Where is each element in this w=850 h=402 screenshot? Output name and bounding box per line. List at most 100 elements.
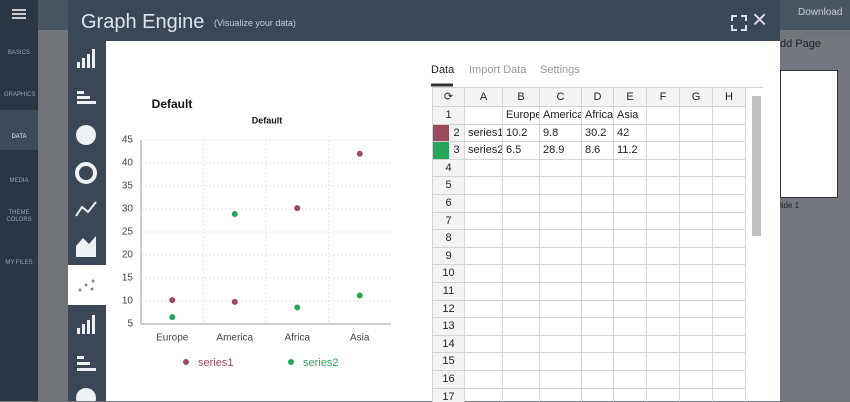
cell[interactable]	[540, 159, 582, 178]
cell[interactable]	[465, 388, 503, 402]
cell[interactable]	[713, 142, 746, 160]
cell[interactable]	[503, 247, 540, 266]
cell[interactable]	[647, 159, 680, 178]
cell[interactable]	[680, 283, 713, 301]
cell[interactable]	[582, 177, 614, 195]
cell[interactable]	[582, 335, 614, 354]
cell[interactable]	[680, 318, 713, 336]
cell[interactable]	[614, 318, 647, 336]
cell[interactable]	[647, 388, 680, 402]
cell[interactable]	[614, 265, 647, 283]
cell[interactable]	[503, 335, 540, 354]
cell[interactable]	[680, 300, 713, 319]
cell[interactable]	[540, 247, 582, 266]
cell[interactable]	[503, 177, 540, 195]
cell[interactable]	[540, 371, 582, 389]
cell[interactable]	[465, 247, 503, 266]
cell[interactable]	[680, 195, 713, 213]
cell[interactable]	[713, 195, 746, 213]
cell[interactable]	[465, 353, 503, 371]
cell[interactable]	[614, 388, 647, 402]
cell[interactable]	[582, 353, 614, 371]
sidebar-item[interactable]: GRAPHICS	[4, 92, 36, 98]
cell[interactable]	[614, 247, 647, 266]
cell[interactable]	[647, 247, 680, 266]
cell[interactable]	[713, 300, 746, 319]
cell[interactable]	[582, 265, 614, 283]
cell[interactable]	[647, 300, 680, 319]
cell[interactable]	[503, 212, 540, 231]
cell[interactable]	[647, 371, 680, 389]
cell[interactable]	[582, 212, 614, 231]
cell[interactable]	[540, 212, 582, 231]
cell[interactable]	[647, 142, 680, 160]
cell[interactable]	[465, 159, 503, 178]
tab[interactable]: Settings	[540, 64, 580, 76]
close-button[interactable]: ×	[752, 4, 768, 34]
cell-series-name[interactable]: series1	[465, 124, 503, 143]
cell[interactable]	[713, 107, 746, 125]
cell[interactable]	[680, 335, 713, 354]
cell[interactable]	[680, 371, 713, 389]
scrollbar[interactable]	[752, 96, 761, 236]
cell-value[interactable]: 30.2	[582, 124, 614, 143]
cell[interactable]	[503, 353, 540, 371]
cell[interactable]	[680, 247, 713, 266]
cell[interactable]	[647, 230, 680, 248]
cell[interactable]	[465, 195, 503, 213]
cell[interactable]	[680, 230, 713, 248]
cell[interactable]	[540, 230, 582, 248]
cell[interactable]	[540, 195, 582, 213]
cell[interactable]	[647, 124, 680, 143]
cell[interactable]	[582, 159, 614, 178]
cell[interactable]	[540, 335, 582, 354]
cell-value[interactable]: 10.2	[503, 124, 540, 143]
cell[interactable]	[647, 107, 680, 125]
cell[interactable]	[680, 159, 713, 178]
cell[interactable]	[582, 283, 614, 301]
cell[interactable]	[680, 265, 713, 283]
sidebar-item[interactable]: BASICS	[7, 50, 30, 56]
cell[interactable]	[647, 283, 680, 301]
cell[interactable]	[503, 283, 540, 301]
cell[interactable]	[614, 159, 647, 178]
cell[interactable]	[614, 177, 647, 195]
cell[interactable]	[582, 195, 614, 213]
cell[interactable]	[713, 212, 746, 231]
cell[interactable]	[503, 195, 540, 213]
tab[interactable]: Import Data	[469, 64, 527, 76]
cell[interactable]	[540, 388, 582, 402]
cell-header[interactable]: Europe	[503, 107, 540, 125]
cell[interactable]	[503, 230, 540, 248]
cell[interactable]	[614, 195, 647, 213]
cell[interactable]	[713, 318, 746, 336]
cell[interactable]	[503, 300, 540, 319]
sidebar-item[interactable]: MEDIA	[9, 178, 29, 184]
cell[interactable]	[680, 142, 713, 160]
cell[interactable]	[614, 283, 647, 301]
cell[interactable]	[647, 212, 680, 231]
add-page[interactable]: dd Page	[780, 38, 821, 50]
cell-header[interactable]: Africa	[582, 107, 614, 125]
cell[interactable]	[582, 318, 614, 336]
cell[interactable]	[465, 230, 503, 248]
cell-header[interactable]: America	[540, 107, 582, 125]
cell[interactable]	[582, 371, 614, 389]
cell[interactable]	[503, 265, 540, 283]
fullscreen-button[interactable]	[731, 15, 747, 31]
cell-value[interactable]: 8.6	[582, 142, 614, 160]
cell[interactable]	[713, 230, 746, 248]
cell[interactable]	[647, 318, 680, 336]
tab[interactable]: Data	[431, 64, 455, 76]
cell[interactable]	[582, 230, 614, 248]
cell[interactable]	[680, 212, 713, 231]
cell[interactable]	[465, 283, 503, 301]
cell[interactable]	[465, 300, 503, 319]
cell[interactable]	[614, 230, 647, 248]
cell-value[interactable]: 6.5	[503, 142, 540, 160]
cell[interactable]	[647, 335, 680, 354]
cell[interactable]	[647, 265, 680, 283]
cell[interactable]	[540, 300, 582, 319]
download-button[interactable]: Download	[798, 7, 843, 18]
cell[interactable]	[713, 124, 746, 143]
